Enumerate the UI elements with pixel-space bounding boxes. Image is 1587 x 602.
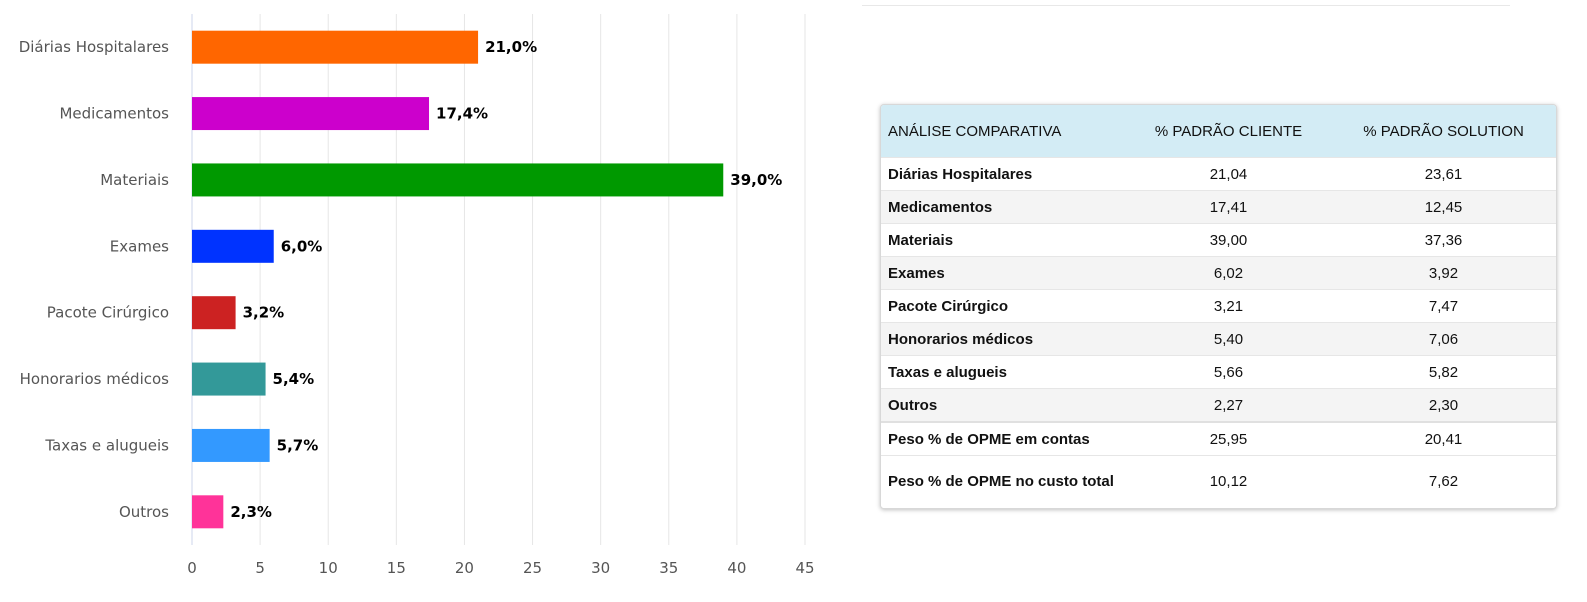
table-row: Honorarios médicos 5,40 7,06 <box>881 322 1556 356</box>
row-label: Materiais <box>881 223 1126 257</box>
comparison-table-card: ANÁLISE COMPARATIVA % PADRÃO CLIENTE % P… <box>880 104 1557 509</box>
client-value: 21,04 <box>1126 157 1331 191</box>
bar <box>192 30 479 64</box>
header-client: % PADRÃO CLIENTE <box>1126 105 1331 158</box>
table-body: Diárias Hospitalares 21,04 23,61 Medicam… <box>881 157 1556 422</box>
x-tick-label: 5 <box>255 559 265 577</box>
solution-value: 2,30 <box>1331 388 1556 422</box>
category-label: Diárias Hospitalares <box>19 38 169 56</box>
table-header: ANÁLISE COMPARATIVA % PADRÃO CLIENTE % P… <box>881 105 1556 158</box>
client-value: 2,27 <box>1126 388 1331 422</box>
client-value: 39,00 <box>1126 223 1331 257</box>
comparison-table: ANÁLISE COMPARATIVA % PADRÃO CLIENTE % P… <box>881 105 1556 508</box>
row-label: Medicamentos <box>881 190 1126 224</box>
data-label: 5,4% <box>273 370 315 388</box>
row-label: Diárias Hospitalares <box>881 157 1126 191</box>
bar <box>192 296 236 330</box>
solution-value: 20,41 <box>1331 421 1556 456</box>
category-label: Medicamentos <box>59 105 169 123</box>
x-tick-label: 45 <box>795 559 814 577</box>
solution-value: 12,45 <box>1331 190 1556 224</box>
chart-bars <box>192 30 724 529</box>
x-axis-ticks: 0 5 10 15 20 25 30 35 40 45 <box>187 559 814 577</box>
data-label: 21,0% <box>485 38 537 56</box>
data-label: 2,3% <box>230 503 272 521</box>
header-analysis: ANÁLISE COMPARATIVA <box>881 105 1126 158</box>
client-value: 3,21 <box>1126 289 1331 323</box>
category-label: Honorarios médicos <box>20 370 170 388</box>
table-row: Medicamentos 17,41 12,45 <box>881 190 1556 224</box>
client-value: 5,40 <box>1126 322 1331 356</box>
x-tick-label: 35 <box>659 559 678 577</box>
category-label: Taxas e alugueis <box>44 436 169 454</box>
client-value: 10,12 <box>1126 455 1331 508</box>
chart-grid <box>259 14 806 545</box>
table-row: Diárias Hospitalares 21,04 23,61 <box>881 157 1556 191</box>
client-value: 5,66 <box>1126 355 1331 389</box>
solution-value: 37,36 <box>1331 223 1556 257</box>
x-tick-label: 10 <box>319 559 338 577</box>
data-label: 3,2% <box>243 304 285 322</box>
solution-value: 7,06 <box>1331 322 1556 356</box>
category-label: Exames <box>110 237 169 255</box>
x-tick-label: 15 <box>387 559 406 577</box>
x-tick-label: 20 <box>455 559 474 577</box>
bar <box>192 362 266 396</box>
x-tick-label: 40 <box>727 559 746 577</box>
bar <box>192 229 274 263</box>
row-label: Outros <box>881 388 1126 422</box>
bar <box>192 495 224 529</box>
table-row: Pacote Cirúrgico 3,21 7,47 <box>881 289 1556 323</box>
data-label: 5,7% <box>277 436 319 454</box>
client-value: 25,95 <box>1126 421 1331 456</box>
category-label: Materiais <box>100 171 169 189</box>
data-labels: 21,0% 17,4% 39,0% 6,0% 3,2% 5,4% 5,7% 2,3% <box>230 38 782 521</box>
row-label: Peso % de OPME no custo total <box>881 455 1126 508</box>
row-label: Taxas e alugueis <box>881 355 1126 389</box>
client-value: 17,41 <box>1126 190 1331 224</box>
data-label: 17,4% <box>436 105 488 123</box>
row-label: Pacote Cirúrgico <box>881 289 1126 323</box>
table-row-opme-custo: Peso % de OPME no custo total 10,12 7,62 <box>881 455 1556 508</box>
solution-value: 3,92 <box>1331 256 1556 290</box>
row-label: Peso % de OPME em contas <box>881 421 1126 456</box>
bar <box>192 163 724 197</box>
x-tick-label: 0 <box>187 559 197 577</box>
header-solution: % PADRÃO SOLUTION <box>1331 105 1556 158</box>
data-label: 6,0% <box>281 237 323 255</box>
solution-value: 7,62 <box>1331 455 1556 508</box>
row-label: Honorarios médicos <box>881 322 1126 356</box>
bar <box>192 97 430 131</box>
solution-value: 5,82 <box>1331 355 1556 389</box>
data-label: 39,0% <box>730 171 782 189</box>
table-footer: Peso % de OPME em contas 25,95 20,41 Pes… <box>881 421 1556 508</box>
bar <box>192 428 270 462</box>
category-labels: Diárias Hospitalares Medicamentos Materiai… <box>19 38 169 521</box>
table-row: Outros 2,27 2,30 <box>881 388 1556 422</box>
table-row: Taxas e alugueis 5,66 5,82 <box>881 355 1556 389</box>
category-label: Pacote Cirúrgico <box>47 304 169 322</box>
top-divider <box>862 5 1510 6</box>
solution-value: 7,47 <box>1331 289 1556 323</box>
category-label: Outros <box>119 503 169 521</box>
row-label: Exames <box>881 256 1126 290</box>
bar-chart: Diárias Hospitalares Medicamentos Materiai… <box>19 14 815 577</box>
solution-value: 23,61 <box>1331 157 1556 191</box>
table-row-opme-contas: Peso % de OPME em contas 25,95 20,41 <box>881 421 1556 456</box>
x-tick-label: 30 <box>591 559 610 577</box>
client-value: 6,02 <box>1126 256 1331 290</box>
table-row: Materiais 39,00 37,36 <box>881 223 1556 257</box>
x-tick-label: 25 <box>523 559 542 577</box>
table-row: Exames 6,02 3,92 <box>881 256 1556 290</box>
